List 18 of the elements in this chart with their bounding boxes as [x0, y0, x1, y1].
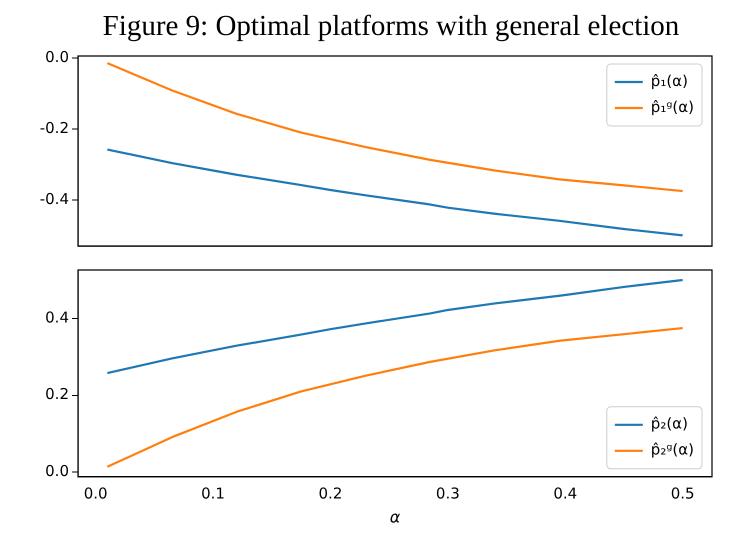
x-tick-label: 0.4 — [553, 484, 578, 503]
y-tick-label: 0.4 — [45, 308, 69, 326]
x-tick-label: 0.0 — [84, 484, 108, 503]
legend-label: p̂₂ᵍ(α) — [650, 440, 694, 459]
y-tick-label: -0.2 — [40, 118, 69, 137]
x-axis-title: α — [390, 508, 401, 527]
x-tick-label: 0.3 — [436, 484, 460, 503]
y-tick-label: -0.4 — [40, 190, 69, 208]
legend-label: p̂₁ᵍ(α) — [650, 98, 694, 116]
x-tick-label: 0.1 — [201, 484, 225, 503]
y-tick-label: 0.0 — [45, 462, 69, 480]
x-tick-label: 0.5 — [670, 484, 695, 503]
x-tick-label: 0.2 — [318, 484, 342, 503]
y-tick-label: 0.0 — [45, 48, 69, 66]
chart-title: Figure 9: Optimal platforms with general election — [102, 9, 680, 44]
legend-label: p̂₂(α) — [650, 414, 688, 433]
legend-label: p̂₁(α) — [650, 72, 688, 90]
y-tick-label: 0.2 — [45, 385, 69, 404]
